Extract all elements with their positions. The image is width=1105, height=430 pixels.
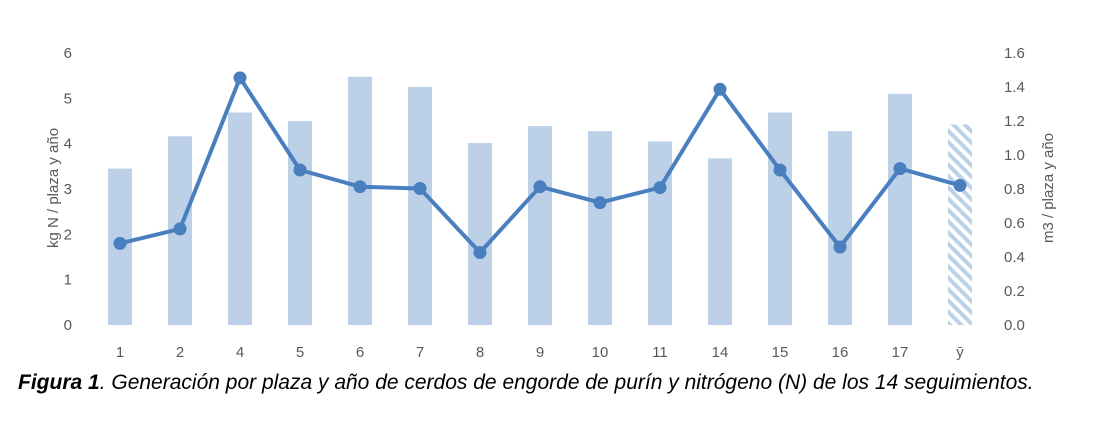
bar	[288, 121, 312, 325]
bar	[828, 131, 852, 325]
x-tick-label: 17	[892, 344, 909, 361]
bar	[408, 87, 432, 325]
right-tick-label: 0.2	[1004, 283, 1025, 300]
x-tick-label: ȳ	[956, 344, 964, 361]
x-tick-label: 5	[296, 344, 304, 361]
x-tick-label: 14	[712, 344, 729, 361]
right-axis-ticks: 0.0 0.2 0.4 0.6 0.8 1.0 1.2 1.4 1.6	[1004, 45, 1025, 334]
bar	[888, 93, 912, 325]
x-tick-label: 15	[772, 344, 789, 361]
line-point	[893, 162, 907, 176]
line-point	[173, 222, 187, 236]
combo-chart: 0 1 2 3 4 5 6 0.0 0.2 0.4 0.6 0.8 1.0 1.2 1.4 1.6 1 2 4 5…	[45, 45, 1057, 361]
line-point	[593, 196, 607, 210]
bar	[468, 143, 492, 325]
x-tick-label: 10	[592, 344, 609, 361]
bar	[768, 112, 792, 325]
right-tick-label: 1.0	[1004, 147, 1025, 164]
x-tick-label: 6	[356, 344, 364, 361]
right-tick-label: 0.4	[1004, 249, 1025, 266]
x-axis-ticks: 1 2 4 5 6 7 8 9 10 11 14 15 16 17 ȳ	[116, 344, 964, 361]
line-point	[773, 163, 787, 177]
x-tick-label: 4	[236, 344, 244, 361]
line-point	[413, 182, 427, 195]
line-point	[533, 180, 547, 194]
left-tick-label: 3	[64, 181, 72, 198]
x-tick-label: 9	[536, 344, 544, 361]
right-tick-label: 1.6	[1004, 45, 1025, 62]
line-point	[833, 240, 847, 254]
x-tick-label: 1	[116, 344, 124, 361]
left-tick-label: 2	[64, 226, 72, 243]
left-axis-title: kg N / plaza y año	[45, 128, 62, 248]
line-point	[473, 246, 487, 259]
bar-series	[108, 76, 972, 326]
x-tick-label: 7	[416, 344, 424, 361]
x-tick-label: 2	[176, 344, 184, 361]
right-tick-label: 1.4	[1004, 79, 1025, 96]
line-point	[293, 163, 307, 177]
line-point	[713, 82, 727, 96]
line-point	[233, 71, 247, 85]
left-tick-label: 0	[64, 317, 72, 334]
right-tick-label: 1.2	[1004, 113, 1025, 130]
left-axis-ticks: 0 1 2 3 4 5 6	[64, 45, 72, 334]
bar	[648, 141, 672, 325]
right-tick-label: 0.0	[1004, 317, 1025, 334]
x-tick-label: 11	[652, 344, 668, 361]
figure-caption: Figura 1. Generación por plaza y año de …	[18, 370, 1098, 396]
right-axis-title: m3 / plaza y año	[1040, 133, 1057, 243]
left-tick-label: 6	[64, 45, 72, 62]
caption-text: . Generación por plaza y año de cerdos d…	[99, 371, 1034, 394]
left-tick-label: 5	[64, 90, 72, 107]
line-points	[113, 71, 967, 259]
x-tick-label: 8	[476, 344, 484, 361]
bar	[708, 158, 732, 325]
right-tick-label: 0.8	[1004, 181, 1025, 198]
caption-label: Figura 1	[18, 371, 100, 394]
bar	[348, 76, 372, 325]
bar	[528, 126, 552, 325]
line-point	[113, 236, 127, 250]
bar	[228, 112, 252, 325]
right-tick-label: 0.6	[1004, 215, 1025, 232]
bar-mean	[948, 124, 972, 326]
bar	[588, 131, 612, 325]
line-point	[353, 180, 367, 194]
left-tick-label: 1	[64, 272, 72, 289]
left-tick-label: 4	[64, 136, 72, 153]
line-point	[953, 178, 967, 192]
x-tick-label: 16	[832, 344, 849, 361]
line-point	[653, 181, 667, 195]
